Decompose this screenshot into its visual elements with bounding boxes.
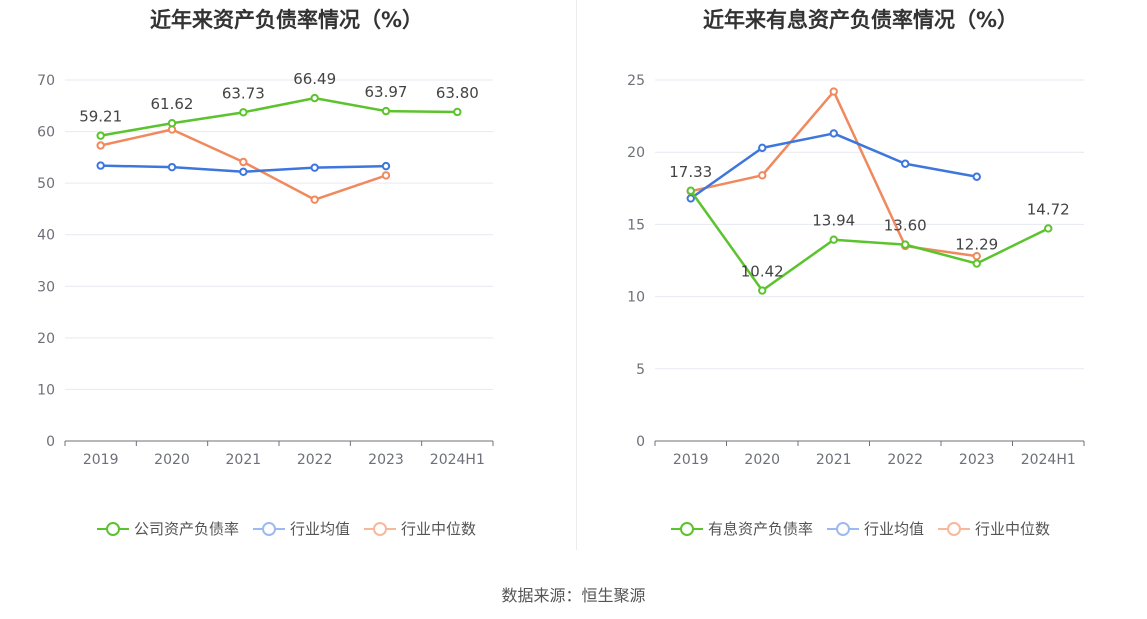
y-tick-label: 15 [627, 217, 645, 233]
data-point [310, 163, 319, 172]
data-label: 13.60 [884, 217, 927, 235]
legend-item-company[interactable]: 公司资产负债率 [96, 518, 239, 539]
y-tick-label: 60 [37, 125, 55, 141]
data-point [381, 106, 391, 116]
data-point [310, 195, 319, 204]
data-point [310, 93, 319, 103]
data-label: 59.21 [79, 108, 122, 126]
y-tick-label: 0 [46, 434, 55, 450]
x-tick-label: 2024H1 [430, 452, 485, 468]
data-point [1044, 224, 1053, 233]
data-point [829, 235, 838, 244]
data-label: 14.72 [1027, 200, 1070, 218]
data-point [686, 186, 695, 195]
legend-marker-icon [364, 521, 396, 537]
y-tick-label: 25 [627, 73, 645, 89]
data-label: 66.49 [293, 70, 336, 88]
data-point [758, 286, 767, 295]
left-chart-legend: 公司资产负债率 行业均值 行业中位数 [0, 518, 573, 539]
y-tick-label: 70 [37, 73, 55, 89]
data-point [901, 240, 910, 249]
data-point [167, 119, 177, 128]
y-tick-label: 30 [37, 279, 55, 295]
y-tick-label: 10 [627, 290, 645, 306]
series-line [690, 90, 977, 258]
x-tick-label: 2023 [368, 452, 404, 468]
data-label: 63.73 [222, 84, 265, 102]
data-point [381, 161, 391, 171]
data-point [453, 107, 462, 117]
data-label: 63.80 [436, 84, 479, 102]
x-tick-label: 2021 [226, 452, 262, 468]
y-tick-label: 20 [627, 145, 645, 161]
data-point [972, 251, 981, 261]
y-tick-label: 20 [37, 331, 55, 347]
legend-item-industry-median[interactable]: 行业中位数 [938, 518, 1050, 539]
y-tick-label: 0 [636, 434, 645, 450]
x-tick-label: 2019 [673, 452, 709, 468]
legend-label: 行业均值 [289, 520, 350, 538]
data-label: 12.29 [955, 236, 998, 254]
x-tick-label: 2024H1 [1021, 452, 1076, 468]
data-label: 10.42 [741, 263, 784, 281]
data-point [829, 129, 838, 138]
data-point [829, 87, 838, 96]
legend-item-industry-mean[interactable]: 行业均值 [826, 518, 924, 539]
y-tick-label: 40 [37, 228, 55, 244]
data-point [239, 157, 248, 167]
data-source-note: 数据来源：恒生聚源 [501, 586, 646, 605]
data-point [686, 194, 695, 203]
right-chart-panel: 近年来有息资产负债率情况（%） 0 5 10 15 20 25 2019 2020 2021 20… [574, 0, 1147, 560]
data-point [239, 167, 248, 176]
x-tick-label: 2022 [887, 452, 923, 468]
right-chart-plot: 0 5 10 15 20 25 2019 2020 2021 2022 2023 2024H1 17.3… [627, 73, 1085, 468]
data-label: 17.33 [669, 163, 712, 181]
legend-label: 行业中位数 [975, 520, 1051, 538]
legend-marker-icon [96, 521, 129, 537]
legend-label: 行业中位数 [401, 520, 477, 538]
data-point [167, 162, 177, 172]
x-tick-label: 2023 [959, 452, 995, 468]
x-tick-label: 2020 [154, 452, 190, 468]
series-line [690, 132, 977, 200]
data-point [758, 171, 767, 180]
legend-marker-icon [670, 521, 703, 537]
series-line [100, 96, 458, 137]
data-label: 63.97 [365, 83, 408, 101]
panel-divider [576, 0, 577, 550]
right-chart-legend: 有息资产负债率 行业均值 行业中位数 [574, 518, 1147, 539]
data-point [96, 141, 105, 150]
left-chart-plot: 0 10 20 30 40 50 60 70 2019 2020 2021 2022 2023 2024H… [37, 70, 494, 468]
x-tick-label: 2019 [83, 452, 119, 468]
data-point [96, 161, 105, 170]
legend-marker-icon [826, 521, 859, 537]
x-tick-label: 2022 [297, 452, 333, 468]
legend-marker-icon [938, 521, 970, 537]
data-point [972, 172, 981, 181]
chart-title: 近年来资产负债率情况（%） [149, 8, 424, 32]
x-tick-label: 2020 [744, 452, 780, 468]
y-tick-label: 10 [37, 382, 55, 398]
data-label: 13.94 [812, 212, 855, 230]
legend-label: 有息资产负债率 [707, 520, 813, 538]
legend-item-interest-bearing[interactable]: 有息资产负债率 [670, 518, 813, 539]
data-point [972, 259, 981, 268]
data-point [901, 159, 910, 168]
data-label: 61.62 [151, 95, 194, 113]
data-point [239, 108, 248, 117]
data-point [381, 171, 391, 180]
legend-item-industry-median[interactable]: 行业中位数 [364, 518, 476, 539]
legend-label: 行业均值 [863, 520, 924, 538]
data-point [96, 131, 105, 140]
left-chart-panel: 近年来资产负债率情况（%） 0 10 20 30 40 50 60 70 2019 2020 202… [0, 0, 573, 560]
series-line [689, 190, 1049, 292]
y-tick-label: 5 [636, 362, 645, 378]
legend-label: 公司资产负债率 [133, 520, 239, 538]
data-point [758, 143, 767, 153]
chart-title: 近年来有息资产负债率情况（%） [702, 8, 1019, 32]
y-tick-label: 50 [37, 176, 55, 192]
x-tick-label: 2021 [816, 452, 852, 468]
legend-item-industry-mean[interactable]: 行业均值 [252, 518, 350, 539]
legend-marker-icon [252, 521, 285, 537]
